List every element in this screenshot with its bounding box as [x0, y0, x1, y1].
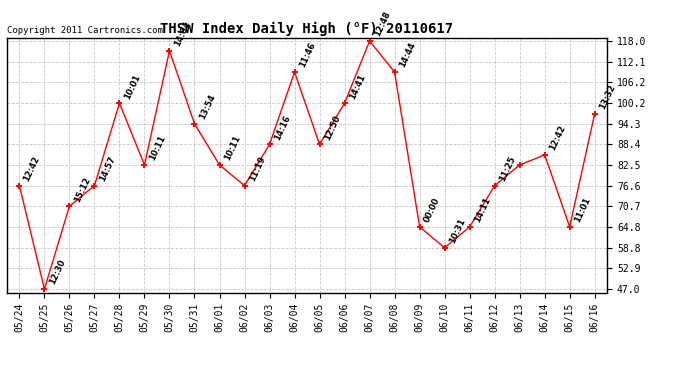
Text: 15:12: 15:12 [72, 175, 92, 204]
Text: 11:19: 11:19 [247, 155, 267, 183]
Text: Copyright 2011 Cartronics.com: Copyright 2011 Cartronics.com [7, 26, 163, 35]
Text: 00:00: 00:00 [422, 196, 442, 224]
Text: 14:57: 14:57 [97, 155, 117, 183]
Text: 10:01: 10:01 [122, 72, 141, 100]
Text: 12:42: 12:42 [547, 124, 567, 152]
Text: 10:11: 10:11 [222, 134, 242, 162]
Text: 12:30: 12:30 [47, 258, 67, 286]
Title: THSW Index Daily High (°F) 20110617: THSW Index Daily High (°F) 20110617 [161, 22, 453, 36]
Text: 14:04: 14:04 [172, 20, 192, 48]
Text: 14:16: 14:16 [273, 114, 292, 142]
Text: 11:01: 11:01 [573, 196, 592, 224]
Text: 11:46: 11:46 [297, 41, 317, 69]
Text: 10:31: 10:31 [447, 217, 467, 245]
Text: 13:32: 13:32 [598, 83, 617, 111]
Text: 11:25: 11:25 [497, 154, 517, 183]
Text: 12:50: 12:50 [322, 114, 342, 142]
Text: 13:54: 13:54 [197, 93, 217, 121]
Text: 14:41: 14:41 [347, 72, 367, 100]
Text: 10:11: 10:11 [147, 134, 167, 162]
Text: 14:11: 14:11 [473, 196, 492, 224]
Text: 12:42: 12:42 [22, 154, 41, 183]
Text: 14:44: 14:44 [397, 41, 417, 69]
Text: 12:48: 12:48 [373, 10, 392, 38]
